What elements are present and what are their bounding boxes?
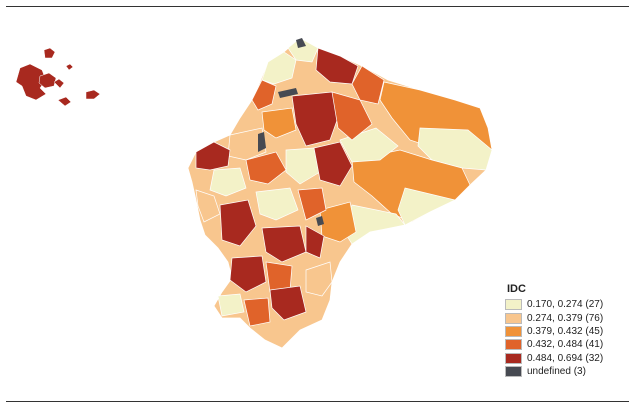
region (245, 151, 287, 185)
region (417, 127, 493, 171)
legend-item: 0.432, 0.484 (41) (505, 338, 630, 351)
region (313, 141, 353, 187)
legend-item: 0.484, 0.694 (32) (505, 352, 630, 365)
galapagos-islands (15, 47, 101, 107)
island (65, 63, 74, 71)
legend-title: IDC (507, 283, 526, 295)
legend-items: 0.170, 0.274 (27) 0.274, 0.379 (76) 0.379,… (505, 298, 630, 378)
region (305, 261, 333, 297)
legend-swatch (505, 352, 522, 364)
legend-swatch (505, 339, 522, 351)
legend-swatch (505, 325, 522, 337)
region (243, 297, 271, 327)
map-legend: IDC 0.170, 0.274 (27) 0.274, 0.379 (76) 0.… (505, 283, 630, 378)
region (219, 199, 257, 247)
undefined-area (316, 216, 324, 226)
region (297, 187, 327, 221)
region (255, 187, 299, 221)
region (209, 167, 247, 197)
legend-item: 0.274, 0.379 (76) (505, 311, 630, 324)
legend-label: 0.432, 0.484 (41) (527, 339, 604, 351)
region (305, 225, 325, 259)
island (57, 96, 72, 107)
legend-label: 0.379, 0.432 (45) (527, 325, 604, 337)
legend-label: 0.274, 0.379 (76) (527, 312, 604, 324)
region (287, 37, 319, 63)
island (38, 72, 57, 89)
region (331, 91, 373, 141)
region (261, 225, 307, 263)
undefined-area (278, 88, 298, 98)
island (15, 63, 47, 101)
island (43, 47, 56, 59)
region (217, 293, 245, 317)
top-rule (6, 6, 629, 7)
island (85, 89, 101, 100)
legend-item: 0.170, 0.274 (27) (505, 298, 630, 311)
region (251, 79, 277, 111)
region (195, 189, 221, 223)
region (285, 147, 321, 185)
region (397, 187, 457, 226)
region (351, 65, 385, 105)
legend-label: 0.484, 0.694 (32) (527, 352, 604, 364)
island (53, 78, 65, 89)
legend-label: 0.170, 0.274 (27) (527, 299, 604, 311)
region (195, 141, 231, 171)
legend-label: undefined (3) (527, 366, 586, 378)
legend-item: undefined (3) (505, 365, 630, 378)
legend-swatch (505, 366, 522, 378)
legend-swatch (505, 312, 522, 324)
region (319, 201, 357, 243)
region (269, 285, 307, 321)
undefined-area (258, 132, 266, 152)
legend-swatch (505, 299, 522, 311)
region (229, 255, 267, 293)
bottom-rule (6, 401, 629, 402)
undefined-area (296, 38, 306, 48)
legend-item: 0.379, 0.432 (45) (505, 325, 630, 338)
region (261, 107, 297, 139)
